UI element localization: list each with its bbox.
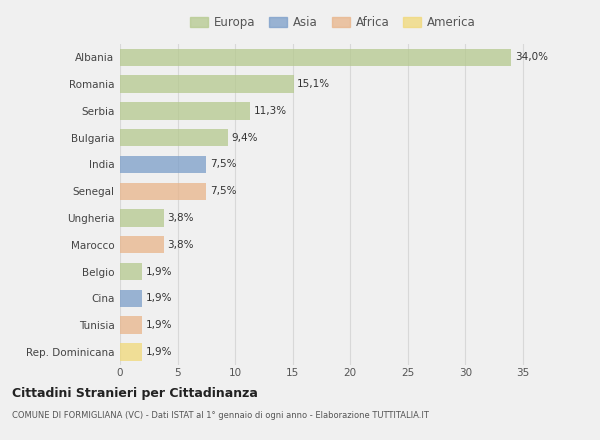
Bar xyxy=(120,316,142,334)
Text: 3,8%: 3,8% xyxy=(167,213,194,223)
Bar xyxy=(120,290,142,307)
Text: 15,1%: 15,1% xyxy=(298,79,331,89)
Text: 7,5%: 7,5% xyxy=(210,186,236,196)
Text: 1,9%: 1,9% xyxy=(145,293,172,303)
Bar xyxy=(120,129,228,147)
Bar xyxy=(120,75,294,93)
Bar xyxy=(120,263,142,280)
Text: 9,4%: 9,4% xyxy=(232,133,258,143)
Bar xyxy=(120,49,511,66)
Text: 7,5%: 7,5% xyxy=(210,159,236,169)
Text: 34,0%: 34,0% xyxy=(515,52,548,62)
Bar xyxy=(120,343,142,360)
Text: 1,9%: 1,9% xyxy=(145,347,172,357)
Text: COMUNE DI FORMIGLIANA (VC) - Dati ISTAT al 1° gennaio di ogni anno - Elaborazion: COMUNE DI FORMIGLIANA (VC) - Dati ISTAT … xyxy=(12,411,429,420)
Legend: Europa, Asia, Africa, America: Europa, Asia, Africa, America xyxy=(185,11,481,34)
Bar xyxy=(120,236,164,253)
Text: 11,3%: 11,3% xyxy=(254,106,287,116)
Bar xyxy=(120,209,164,227)
Bar xyxy=(120,183,206,200)
Text: 3,8%: 3,8% xyxy=(167,240,194,250)
Bar xyxy=(120,156,206,173)
Text: Cittadini Stranieri per Cittadinanza: Cittadini Stranieri per Cittadinanza xyxy=(12,387,258,400)
Text: 1,9%: 1,9% xyxy=(145,320,172,330)
Bar xyxy=(120,102,250,120)
Text: 1,9%: 1,9% xyxy=(145,267,172,276)
